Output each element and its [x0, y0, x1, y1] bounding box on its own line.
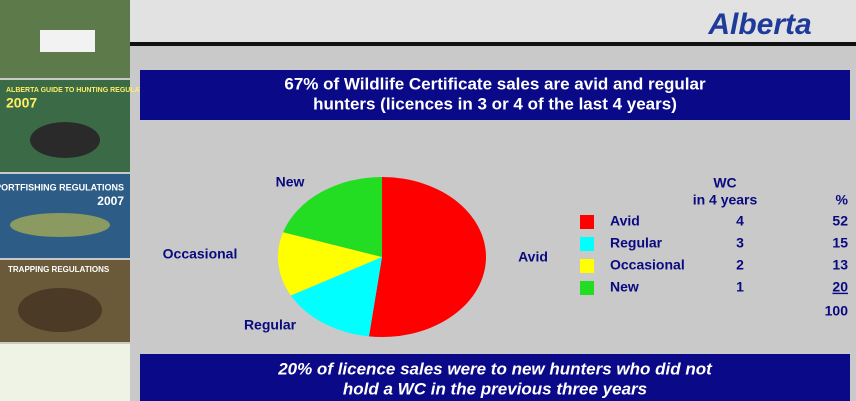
top-rule [130, 42, 856, 46]
beaver [18, 288, 102, 332]
slice-label: Occasional [163, 246, 238, 262]
cover-text: SPORTFISHING REGULATIONS [0, 182, 124, 192]
cover-text: 2007 [6, 95, 37, 111]
logo: Alberta [707, 8, 811, 41]
wc-years: 1 [736, 279, 744, 295]
wc-years: 3 [736, 235, 744, 251]
table-header: WC [713, 175, 736, 191]
truck [40, 30, 95, 52]
chart-title: hunters (licences in 3 or 4 of the last … [313, 94, 677, 113]
slice-label: New [276, 174, 305, 190]
cover-text: 2007 [97, 194, 124, 208]
footer-text: 20% of licence sales were to new hunters… [277, 359, 713, 378]
legend-label: Avid [610, 213, 640, 229]
legend-label: Regular [610, 235, 663, 251]
legend-swatch [580, 281, 594, 295]
table-total: 100 [825, 303, 849, 319]
cover-text: ALBERTA GUIDE TO HUNTING REGULATIONS [6, 87, 161, 94]
slice-label: Regular [244, 317, 297, 333]
legend-swatch [580, 237, 594, 251]
legend-label: New [610, 279, 639, 295]
cover-text: TRAPPING REGULATIONS [8, 265, 110, 274]
percent: 52 [832, 213, 848, 229]
footer-text: hold a WC in the previous three years [343, 379, 647, 398]
slice-label: Avid [518, 249, 548, 265]
web-page [0, 344, 130, 401]
percent: 13 [832, 257, 848, 273]
legend-label: Occasional [610, 257, 685, 273]
percent: 20 [832, 279, 848, 295]
percent: 15 [832, 235, 848, 251]
wc-years: 4 [736, 213, 744, 229]
table-header: in 4 years [693, 192, 758, 208]
table-header: % [836, 192, 849, 208]
legend-swatch [580, 259, 594, 273]
fish [10, 213, 110, 237]
wc-years: 2 [736, 257, 744, 273]
chart-title: 67% of Wildlife Certificate sales are av… [284, 74, 706, 93]
legend-swatch [580, 215, 594, 229]
slide: Alberta ALBERTA GUIDE TO HUNTING REGULAT… [0, 0, 856, 401]
duck [30, 122, 100, 158]
